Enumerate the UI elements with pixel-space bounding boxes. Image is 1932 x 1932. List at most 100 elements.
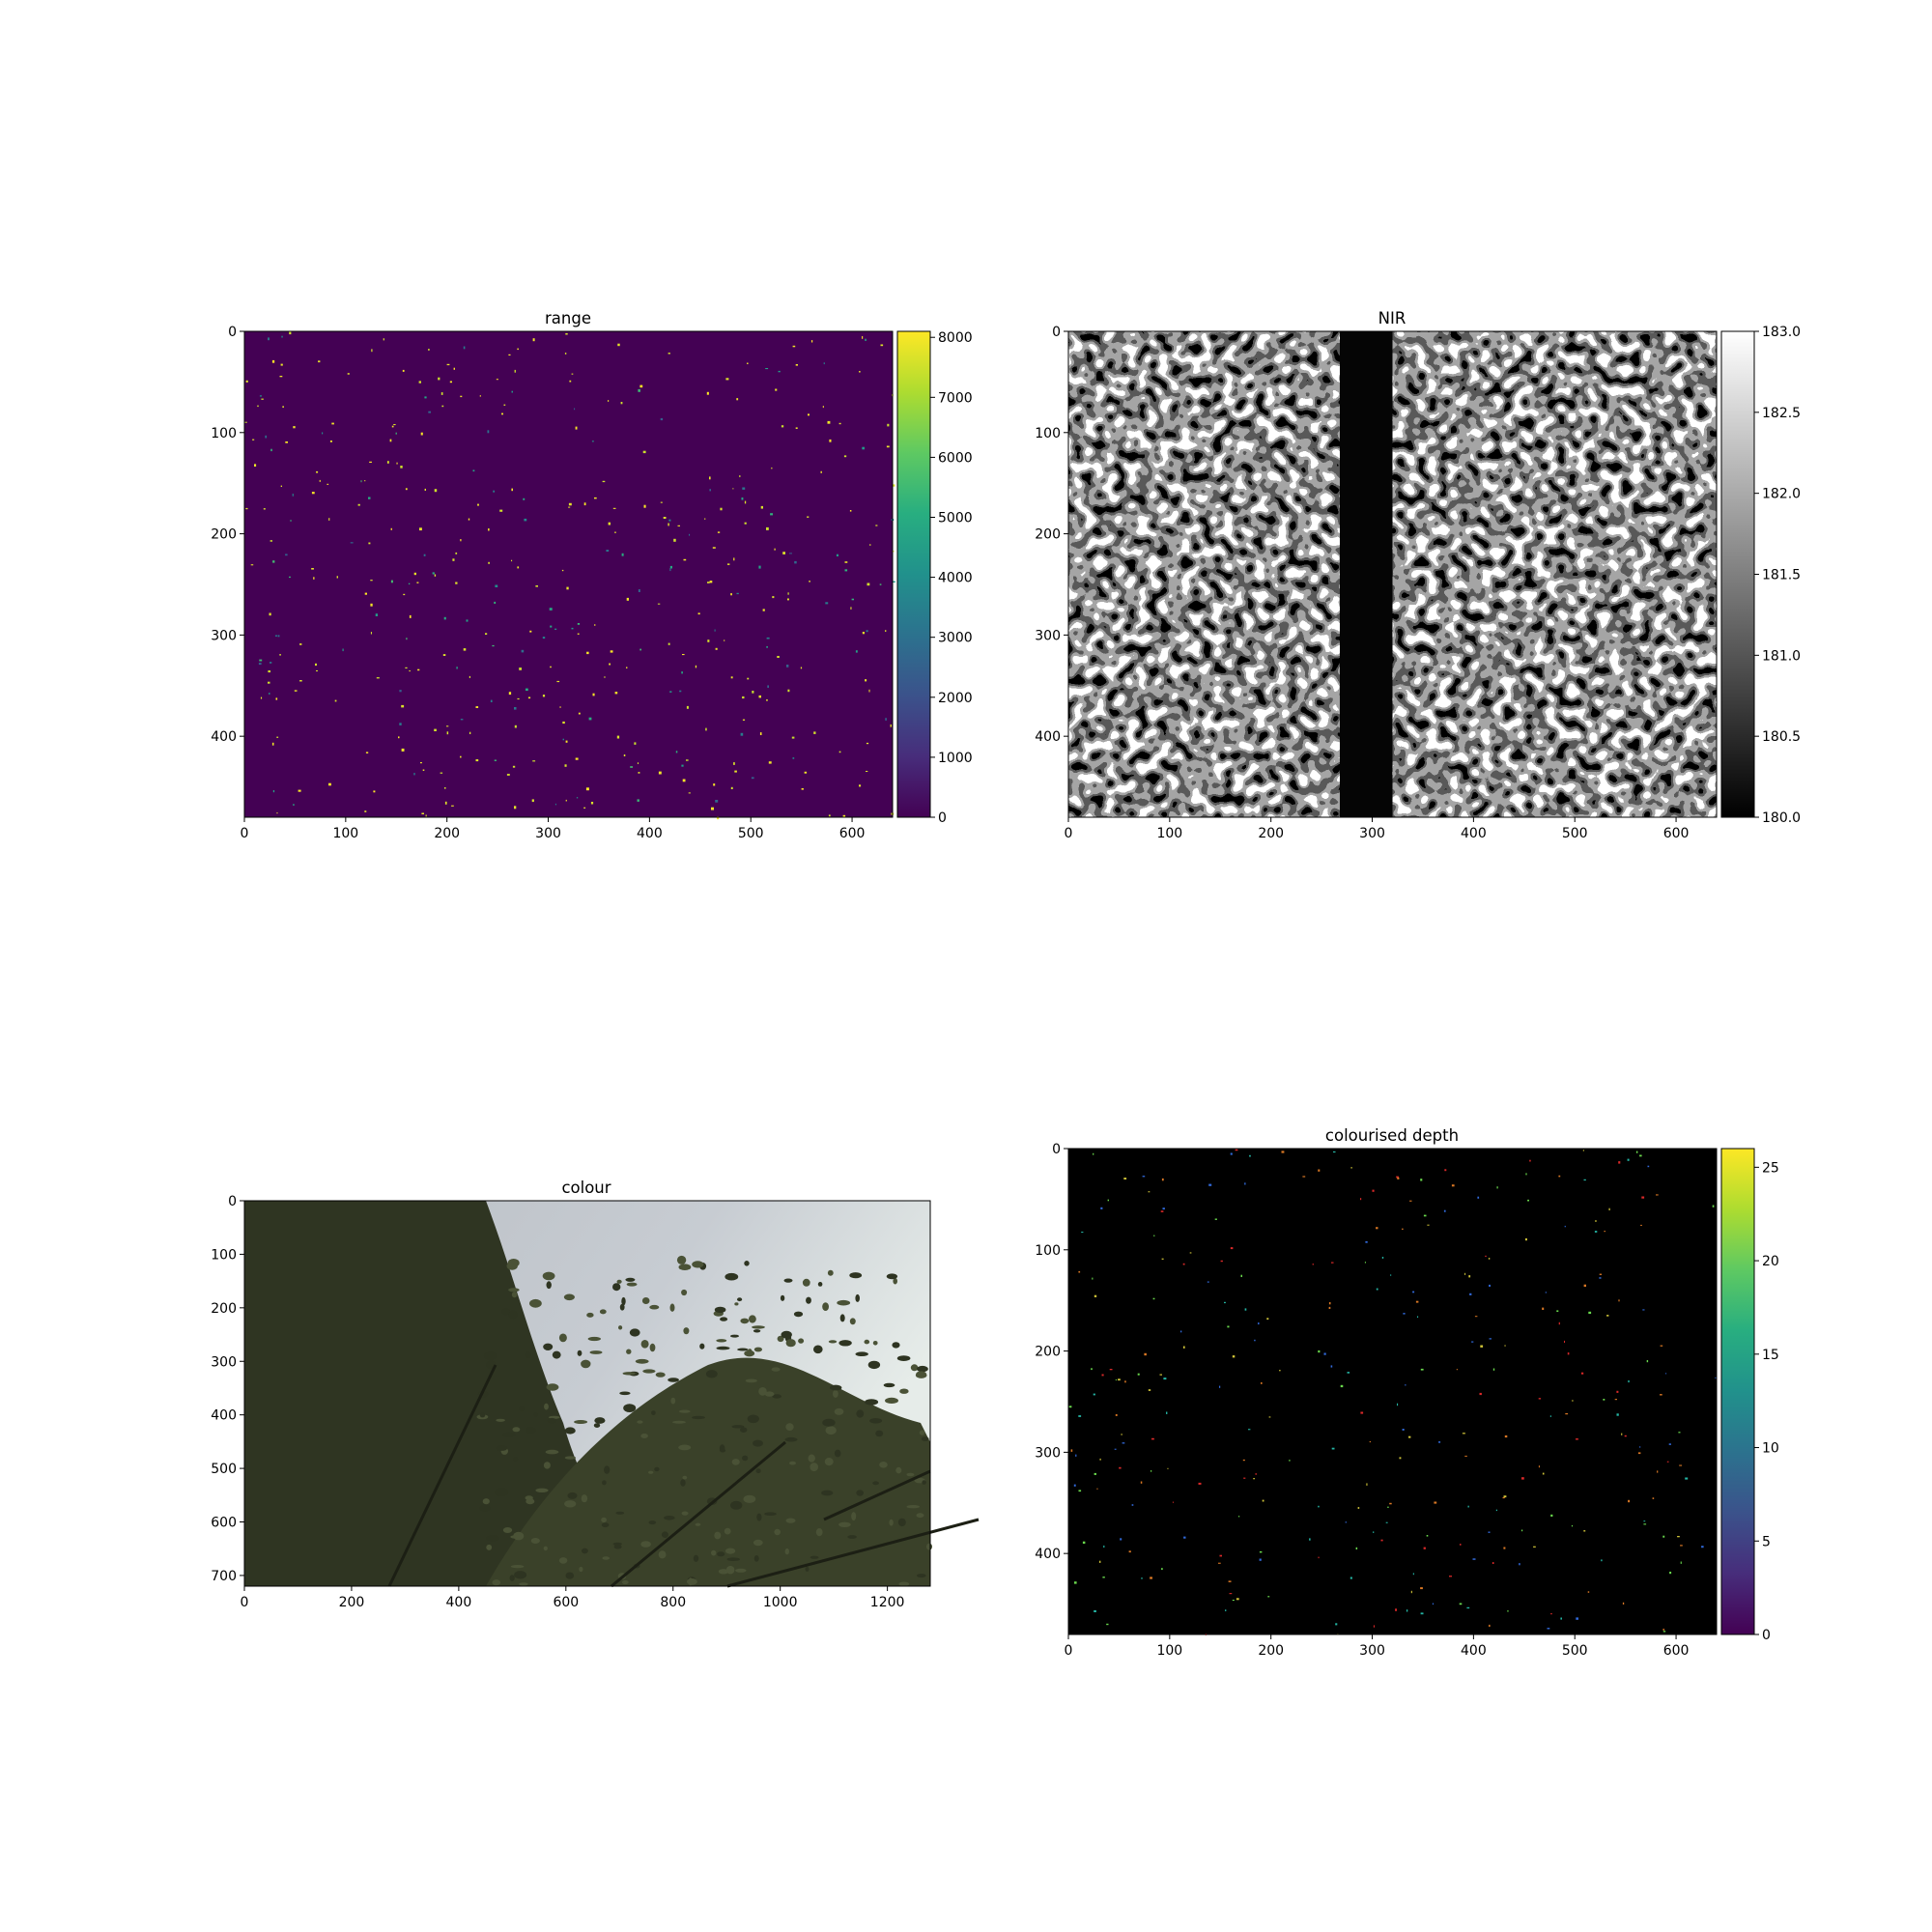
range-speckle <box>638 772 640 774</box>
range-speckle <box>820 470 822 473</box>
range-x-tick-label: 0 <box>241 826 249 841</box>
colour-leaf <box>849 1318 856 1325</box>
colour-leaf <box>917 1574 926 1578</box>
depth-speckle <box>1161 1258 1164 1260</box>
range-speckle <box>610 650 613 653</box>
range-speckle <box>791 736 795 739</box>
colour-leaf <box>883 1382 895 1388</box>
range-speckle <box>886 445 890 448</box>
depth-speckle <box>1262 1499 1264 1502</box>
colour-leaf <box>917 1365 928 1373</box>
colour-leaf <box>508 1310 518 1320</box>
depth-speckle <box>1360 1198 1362 1201</box>
range-speckle <box>866 771 868 772</box>
range-speckle <box>319 479 321 482</box>
colour-leaf <box>711 1549 717 1556</box>
depth-speckle <box>1565 1413 1569 1415</box>
range-speckle <box>554 803 556 806</box>
colour-leaf <box>744 1261 750 1266</box>
range-speckle <box>566 586 569 590</box>
colour-leaf <box>718 1569 729 1575</box>
colour-leaf <box>699 1343 705 1350</box>
range-speckle <box>279 376 283 378</box>
depth-speckle <box>1701 1546 1704 1548</box>
range-speckle <box>444 801 447 805</box>
range-speckle <box>742 719 746 721</box>
depth-speckle <box>1489 1624 1491 1628</box>
range-speckle <box>268 337 270 341</box>
depth-speckle <box>1417 1316 1419 1318</box>
range-speckle <box>554 628 557 630</box>
depth-speckle <box>1230 1247 1234 1250</box>
depth-speckle <box>1073 1484 1076 1487</box>
colour-leaf <box>827 1269 834 1276</box>
range-speckle <box>682 654 685 656</box>
colour-leaf <box>808 1454 815 1463</box>
colour-branch <box>387 1364 497 1587</box>
colour-leaf <box>856 1409 865 1418</box>
range-speckle <box>855 650 858 653</box>
range-speckle <box>493 490 495 493</box>
range-speckle <box>736 592 739 595</box>
colour-leaf <box>486 1544 493 1550</box>
depth-speckle <box>1160 1210 1164 1212</box>
nir-x-tick-label: 400 <box>1461 826 1487 841</box>
depth-speckle <box>1148 1389 1151 1391</box>
range-speckle <box>463 346 466 350</box>
range-speckle <box>526 688 528 692</box>
colour-leaf <box>519 1406 525 1411</box>
colour-leaf <box>640 1340 649 1349</box>
range-speckle <box>787 598 789 601</box>
depth-speckle <box>1507 1610 1509 1612</box>
colour-leaf <box>919 1430 925 1435</box>
depth-speckle <box>1189 1252 1192 1254</box>
range-speckle <box>576 797 579 799</box>
range-speckle <box>592 693 595 696</box>
depth-speckle <box>1451 1184 1455 1187</box>
depth-speckle <box>1081 1232 1084 1233</box>
range-speckle <box>298 789 301 792</box>
range-speckle <box>261 398 264 400</box>
nir-x-tick-label: 200 <box>1258 826 1284 841</box>
range-speckle <box>781 425 784 428</box>
range-speckle <box>604 676 606 678</box>
colour-leaf <box>892 1342 900 1349</box>
range-speckle <box>479 395 481 397</box>
depth-speckle <box>1621 1433 1623 1435</box>
range-speckle <box>709 581 713 583</box>
colour-leaf <box>824 1458 834 1466</box>
colour-leaf <box>496 1445 508 1451</box>
range-x-tick-label: 500 <box>738 826 764 841</box>
range-speckle <box>499 509 503 512</box>
depth-speckle <box>1459 1603 1463 1605</box>
colour-leaf <box>601 1517 607 1523</box>
colour-leaf <box>825 1426 837 1435</box>
depth-speckle <box>1485 1255 1487 1258</box>
range-speckle <box>564 764 567 767</box>
depth-speckle <box>1542 1472 1545 1475</box>
colour-leaf <box>641 1297 650 1304</box>
range-speckle <box>836 554 838 556</box>
depth-speckle <box>1601 1559 1603 1562</box>
colour-leaf <box>737 1348 749 1351</box>
range-speckle <box>642 450 646 454</box>
depth-speckle <box>1219 1385 1221 1388</box>
depth-speckle <box>1267 1596 1270 1598</box>
range-speckle <box>720 507 723 511</box>
depth-speckle <box>1550 1613 1552 1615</box>
range-speckle <box>744 500 747 504</box>
range-speckle <box>368 542 371 545</box>
colour-x-tick-label: 0 <box>241 1595 249 1610</box>
colour-leaf <box>847 1535 857 1539</box>
colour-leaf <box>649 1343 656 1352</box>
range-speckle <box>511 559 513 562</box>
range-speckle <box>591 440 594 442</box>
colour-leaf <box>622 1372 636 1376</box>
range-speckle <box>568 506 571 508</box>
range-speckle <box>485 633 488 635</box>
range-speckle <box>373 790 376 793</box>
depth-speckle <box>1360 1411 1364 1414</box>
colour-leaf <box>565 1572 575 1579</box>
colour-leaf <box>629 1328 640 1337</box>
colour-leaf <box>637 1420 643 1424</box>
